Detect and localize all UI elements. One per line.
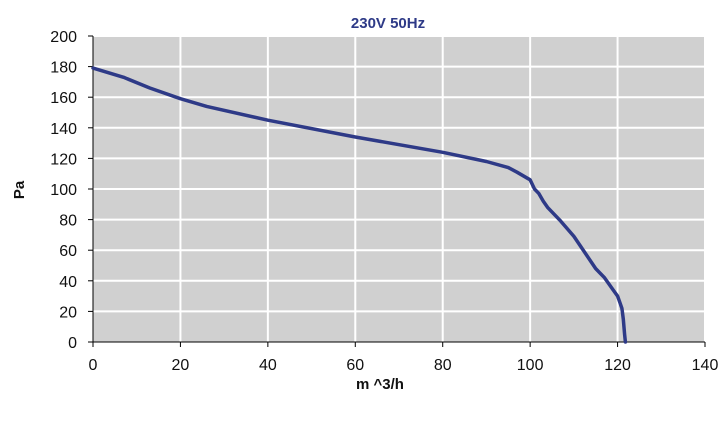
axes — [88, 35, 706, 347]
data-point — [560, 220, 562, 222]
grid-lines — [93, 35, 706, 342]
data-point — [595, 267, 597, 270]
y-tick-label: 40 — [59, 274, 77, 291]
data-point — [573, 235, 575, 238]
data-point — [603, 277, 606, 279]
data-point — [542, 200, 544, 202]
x-tick-label: 140 — [692, 357, 719, 374]
x-tick-label: 100 — [517, 357, 544, 374]
y-tick-label: 100 — [50, 182, 77, 199]
x-tick-label: 0 — [89, 357, 98, 374]
x-axis-label: m ^3/h — [356, 376, 404, 393]
x-tick-label: 80 — [434, 357, 452, 374]
chart-title: 230V 50Hz — [351, 15, 425, 32]
data-point — [616, 295, 619, 297]
data-point — [149, 87, 151, 89]
data-point — [92, 67, 94, 69]
y-tick-label: 180 — [50, 60, 77, 77]
data-point — [485, 160, 488, 163]
series-lines — [91, 66, 628, 344]
y-tick-label: 60 — [59, 243, 77, 260]
data-point — [206, 105, 208, 107]
x-tick-label: 60 — [346, 357, 364, 374]
data-point — [123, 76, 125, 78]
x-tick-label: 20 — [172, 357, 190, 374]
y-tick-label: 0 — [68, 335, 77, 352]
data-point — [623, 333, 626, 335]
y-tick-label: 20 — [59, 304, 77, 321]
y-tick-labels: 0 20 40 60 80 100 120 140 160 180 200 — [50, 29, 77, 352]
data-point — [621, 307, 623, 309]
data-point — [507, 166, 509, 169]
data-point — [624, 341, 627, 343]
y-tick-label: 200 — [50, 29, 77, 46]
y-axis-label: Pa — [11, 180, 28, 199]
y-tick-label: 120 — [50, 151, 77, 168]
data-point — [622, 318, 624, 320]
x-tick-label: 120 — [604, 357, 631, 374]
y-tick-label: 80 — [59, 213, 77, 230]
data-point — [516, 171, 518, 173]
data-point — [612, 289, 614, 291]
x-tick-labels: 0 20 40 60 80 100 120 140 — [89, 357, 719, 374]
data-point — [267, 119, 269, 121]
data-point — [354, 136, 356, 138]
data-point — [442, 151, 444, 153]
data-point — [179, 98, 182, 100]
x-tick-label: 40 — [259, 357, 277, 374]
data-point — [529, 179, 531, 181]
series-line — [91, 66, 628, 344]
y-tick-label: 160 — [50, 90, 77, 107]
y-tick-label: 140 — [50, 121, 77, 138]
data-point — [538, 192, 540, 195]
data-point — [533, 188, 536, 190]
data-point — [547, 206, 549, 208]
